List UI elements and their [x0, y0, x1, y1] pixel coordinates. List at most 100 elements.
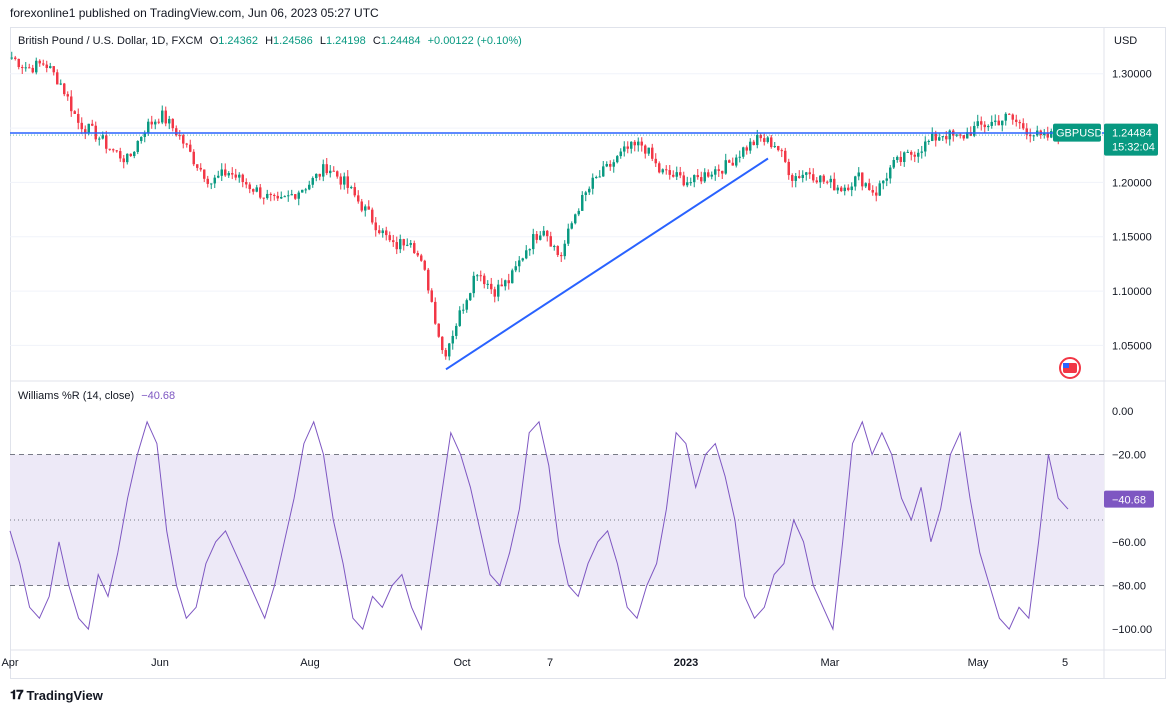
candle-body: [185, 143, 188, 145]
symbol-title[interactable]: British Pound / U.S. Dollar, 1D, FXCM: [18, 35, 203, 47]
candle-body: [255, 187, 258, 192]
candle-body: [532, 234, 535, 250]
candle: [150, 115, 153, 129]
candle: [479, 270, 482, 282]
candle: [714, 166, 717, 181]
candle-body: [262, 197, 265, 199]
candle-body: [451, 335, 454, 344]
candle: [969, 126, 972, 137]
candle-body: [273, 195, 276, 197]
candle-body: [493, 289, 496, 297]
candle-body: [150, 121, 153, 125]
wr-tick-label: −100.00: [1112, 624, 1152, 636]
candle-body: [486, 283, 489, 285]
candle-body: [1022, 123, 1025, 129]
candle: [962, 135, 965, 141]
candle-body: [1015, 119, 1018, 122]
candle-body: [990, 121, 993, 126]
candle: [591, 173, 594, 195]
candle-body: [392, 240, 395, 243]
candle-body: [462, 309, 465, 311]
candle-body: [798, 176, 801, 179]
time-tick-label: Jun: [151, 657, 169, 669]
candle-body: [682, 175, 685, 186]
candle-body: [668, 170, 671, 175]
candle-body: [476, 275, 479, 277]
candle: [234, 168, 237, 181]
candle: [378, 225, 381, 235]
candle-body: [854, 176, 857, 187]
candle: [182, 133, 185, 149]
candle-body: [213, 177, 216, 184]
wr-tick-label: −20.00: [1112, 450, 1146, 462]
candle-body: [521, 258, 524, 261]
candle-body: [745, 147, 748, 151]
candle: [770, 134, 773, 149]
candle: [497, 279, 500, 302]
candle: [164, 106, 167, 127]
candle-body: [826, 181, 829, 183]
candle: [812, 168, 815, 183]
tradingview-logo[interactable]: 𝟏𝟕 TradingView: [10, 687, 103, 703]
candle: [633, 140, 636, 152]
candle-body: [514, 266, 517, 271]
candle-body: [889, 167, 892, 179]
candle-body: [318, 173, 321, 177]
candle: [665, 165, 668, 175]
candle: [679, 166, 682, 179]
candle: [521, 257, 524, 262]
price-tick-label: 1.05000: [1112, 340, 1152, 352]
candle-body: [927, 140, 930, 142]
candle: [448, 342, 451, 361]
candle-body: [756, 134, 759, 146]
candle: [483, 273, 486, 289]
candle-body: [784, 150, 787, 162]
candle: [269, 192, 272, 202]
candle-body: [938, 137, 941, 141]
candle-body: [434, 301, 437, 324]
candle: [371, 207, 374, 225]
candle-body: [406, 244, 409, 246]
candle: [49, 62, 52, 69]
candle-body: [875, 192, 878, 196]
candle: [843, 184, 846, 196]
candle-body: [196, 164, 199, 168]
candle: [927, 139, 930, 145]
candle: [133, 150, 136, 159]
candle: [504, 279, 507, 291]
candle: [259, 183, 262, 200]
candle-body: [245, 182, 248, 185]
candle: [1039, 129, 1042, 139]
candle-body: [1001, 120, 1004, 126]
candle: [546, 229, 549, 242]
candle-body: [780, 150, 783, 152]
price-legend: British Pound / U.S. Dollar, 1D, FXCM O1…: [18, 35, 522, 47]
candle: [388, 231, 391, 243]
candle-body: [857, 172, 860, 177]
candle: [864, 182, 867, 189]
candle: [350, 185, 353, 190]
indicator-legend[interactable]: Williams %R (14, close) −40.68: [18, 390, 175, 402]
bar-countdown: 15:32:04: [1112, 142, 1155, 154]
candle: [598, 170, 601, 178]
candle: [189, 139, 192, 153]
candle: [717, 164, 720, 177]
candle: [724, 153, 727, 175]
candle-body: [388, 235, 391, 241]
candle-body: [931, 133, 934, 141]
candle: [45, 60, 48, 73]
candle: [794, 172, 797, 188]
candle-body: [714, 169, 717, 175]
candle: [535, 230, 538, 244]
candle: [143, 130, 146, 143]
candle-body: [560, 255, 563, 257]
candle-body: [878, 183, 881, 196]
candle-body: [749, 141, 752, 151]
candle: [423, 259, 426, 271]
candle-body: [836, 187, 839, 191]
candle: [119, 147, 122, 162]
candle-body: [105, 135, 108, 149]
candle: [850, 182, 853, 197]
candle: [826, 180, 829, 185]
